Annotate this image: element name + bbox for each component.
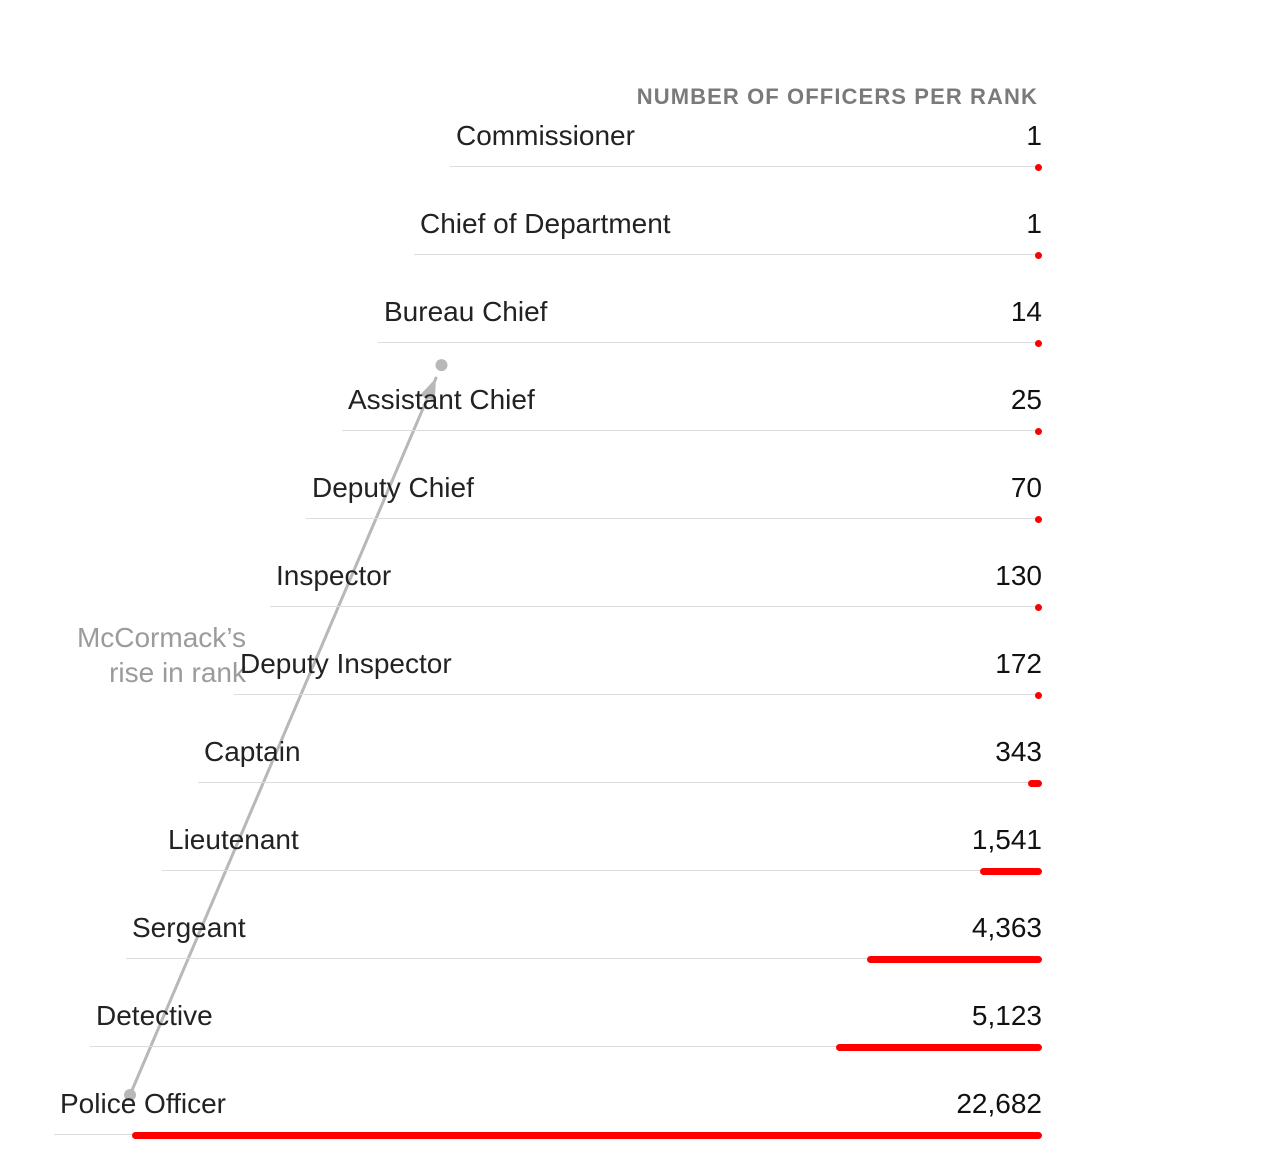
rank-value: 1 xyxy=(1026,208,1042,240)
rank-label: Police Officer xyxy=(54,1088,226,1120)
rank-bar xyxy=(836,1044,1042,1051)
chart-title: NUMBER OF OFFICERS PER RANK xyxy=(0,84,1038,110)
rank-bar xyxy=(980,868,1042,875)
rank-label: Sergeant xyxy=(126,912,246,944)
rank-bar xyxy=(1035,692,1042,699)
rank-row: Assistant Chief 25 xyxy=(342,384,1042,472)
rank-label: Inspector xyxy=(270,560,391,592)
rank-label: Detective xyxy=(90,1000,213,1032)
rank-row: Detective 5,123 xyxy=(90,1000,1042,1088)
rank-label: Captain xyxy=(198,736,301,768)
rank-value: 1 xyxy=(1026,120,1042,152)
rank-bar xyxy=(1035,516,1042,523)
rank-label: Commissioner xyxy=(450,120,635,152)
rank-label: Chief of Department xyxy=(414,208,671,240)
rank-value: 25 xyxy=(1011,384,1042,416)
rank-row: Commissioner 1 xyxy=(450,120,1042,208)
rank-bar xyxy=(1035,340,1042,347)
rank-row: Inspector 130 xyxy=(270,560,1042,648)
rank-bar xyxy=(1035,428,1042,435)
rank-bar xyxy=(132,1132,1042,1139)
rank-label: Assistant Chief xyxy=(342,384,535,416)
rank-value: 70 xyxy=(1011,472,1042,504)
rank-value: 172 xyxy=(995,648,1042,680)
row-rule xyxy=(450,166,1042,167)
rank-label: Bureau Chief xyxy=(378,296,547,328)
rank-value: 4,363 xyxy=(972,912,1042,944)
rank-bar xyxy=(867,956,1042,963)
row-rule xyxy=(270,606,1042,607)
rank-value: 5,123 xyxy=(972,1000,1042,1032)
rank-row: Sergeant 4,363 xyxy=(126,912,1042,1000)
rank-value: 130 xyxy=(995,560,1042,592)
rank-row: Police Officer 22,682 xyxy=(54,1088,1042,1171)
row-rule xyxy=(342,430,1042,431)
rank-rows: Commissioner 1 Chief of Department 1 Bureau … xyxy=(0,120,1042,1171)
rank-row: Captain 343 xyxy=(198,736,1042,824)
row-rule xyxy=(306,518,1042,519)
rank-bar xyxy=(1035,604,1042,611)
rank-row: Bureau Chief 14 xyxy=(378,296,1042,384)
rank-label: Deputy Inspector xyxy=(234,648,452,680)
rank-bar xyxy=(1035,164,1042,171)
rank-label: Lieutenant xyxy=(162,824,299,856)
rank-bar xyxy=(1028,780,1042,787)
rank-value: 14 xyxy=(1011,296,1042,328)
officers-per-rank-chart: NUMBER OF OFFICERS PER RANK McCormack’s … xyxy=(0,0,1280,1171)
rank-row: Deputy Chief 70 xyxy=(306,472,1042,560)
rank-value: 22,682 xyxy=(956,1088,1042,1120)
rank-value: 343 xyxy=(995,736,1042,768)
rank-bar xyxy=(1035,252,1042,259)
rank-value: 1,541 xyxy=(972,824,1042,856)
row-rule xyxy=(162,870,1042,871)
row-rule xyxy=(414,254,1042,255)
row-rule xyxy=(378,342,1042,343)
row-rule xyxy=(234,694,1042,695)
rank-row: Deputy Inspector 172 xyxy=(234,648,1042,736)
rank-row: Chief of Department 1 xyxy=(414,208,1042,296)
row-rule xyxy=(198,782,1042,783)
rank-row: Lieutenant 1,541 xyxy=(162,824,1042,912)
rank-label: Deputy Chief xyxy=(306,472,474,504)
